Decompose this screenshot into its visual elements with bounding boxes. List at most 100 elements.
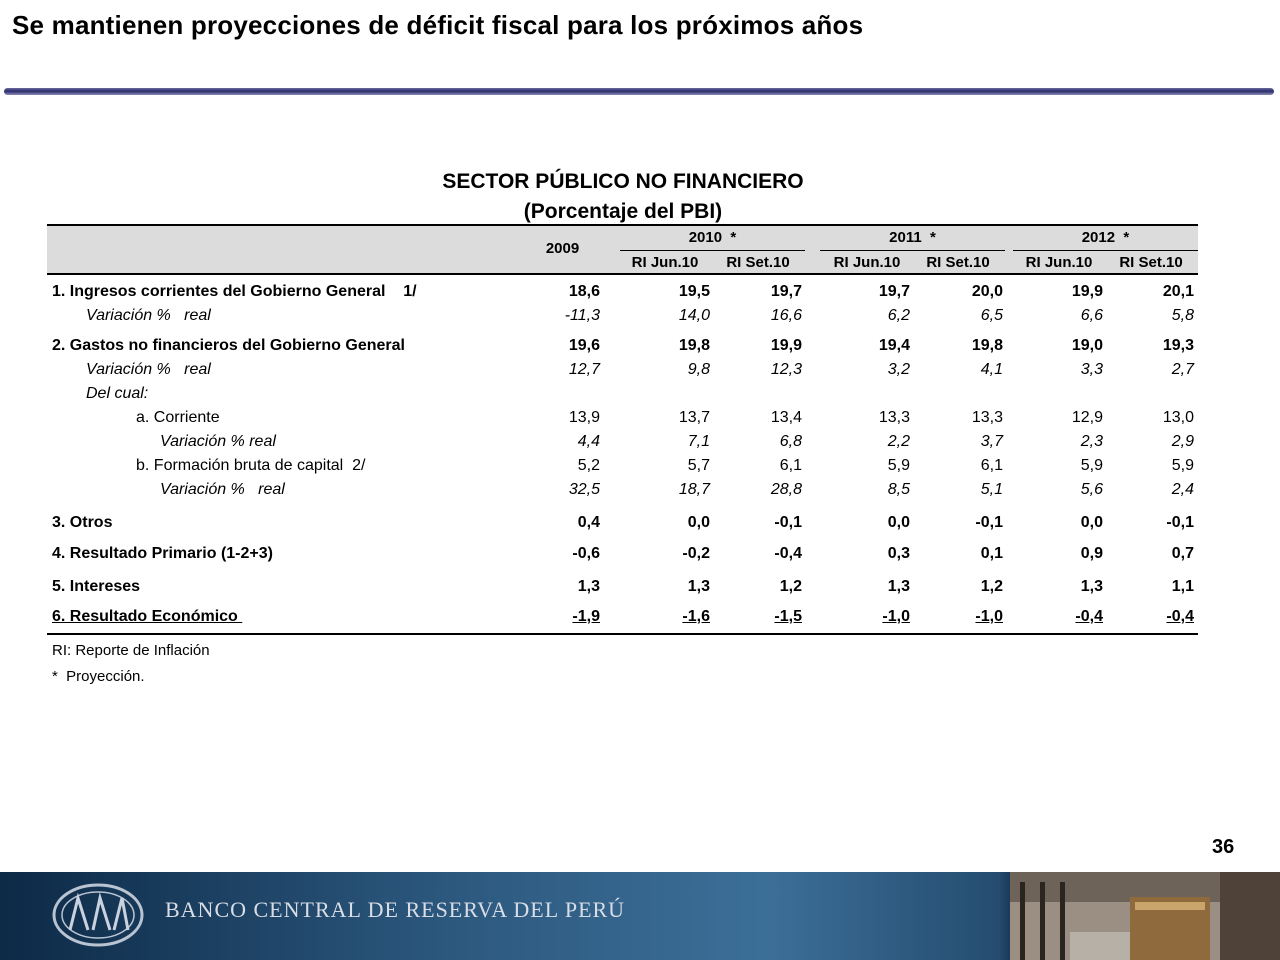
header-2012: 2012 * <box>1081 229 1130 246</box>
table-cell: 5,8 <box>1171 307 1194 324</box>
table-cell: 16,6 <box>770 307 802 324</box>
table-cell: 0,0 <box>887 514 910 531</box>
table-cell: 18,6 <box>568 283 600 300</box>
table-cell: -0,1 <box>774 514 802 531</box>
table-cell: -0,4 <box>774 545 802 562</box>
row-label: 2. Gastos no financieros del Gobierno Ge… <box>52 337 405 354</box>
note-ri: RI: Reporte de Inflación <box>52 642 210 659</box>
table-cell: 13,3 <box>971 409 1003 426</box>
table-cell: 5,2 <box>577 457 600 474</box>
table-cell: 3,3 <box>1080 361 1103 378</box>
table-cell: 6,8 <box>779 433 802 450</box>
table-cell: 6,5 <box>980 307 1003 324</box>
table-cell: 2,3 <box>1080 433 1103 450</box>
table-cell: 19,8 <box>678 337 710 354</box>
table-cell: 6,6 <box>1080 307 1103 324</box>
table-cell: -0,2 <box>682 545 710 562</box>
row-label: Variación % real <box>86 307 211 324</box>
table-cell: -0,4 <box>1075 608 1103 625</box>
table-cell: -0,4 <box>1166 608 1194 625</box>
table-cell: 1,2 <box>980 578 1003 595</box>
table-cell: 19,8 <box>971 337 1003 354</box>
table-cell: 5,1 <box>980 481 1003 498</box>
title-divider <box>4 88 1274 95</box>
header-2010: 2010 * <box>688 229 737 246</box>
table-cell: -0,6 <box>572 545 600 562</box>
header-2011: 2011 * <box>889 229 936 246</box>
table-cell: 1,2 <box>779 578 802 595</box>
subheader-2011-set: RI Set.10 <box>926 254 990 271</box>
table-cell: 2,7 <box>1171 361 1194 378</box>
table-cell: 0,0 <box>687 514 710 531</box>
table-header-band <box>47 224 1198 274</box>
table-cell: 0,1 <box>980 545 1003 562</box>
row-label: Variación % real <box>86 361 211 378</box>
table-cell: 0,7 <box>1171 545 1194 562</box>
table-cell: 5,7 <box>687 457 710 474</box>
table-cell: -1,9 <box>572 608 600 625</box>
row-label: Variación % real <box>160 481 285 498</box>
note-projection: * Proyección. <box>52 668 145 685</box>
table-bottom-rule <box>47 633 1198 635</box>
table-cell: 7,1 <box>687 433 710 450</box>
table-cell: 2,9 <box>1171 433 1194 450</box>
table-cell: -1,6 <box>682 608 710 625</box>
table-cell: 3,7 <box>980 433 1003 450</box>
table-cell: 1,3 <box>577 578 600 595</box>
table-cell: 19,3 <box>1162 337 1194 354</box>
row-label: b. Formación bruta de capital 2/ <box>136 457 366 474</box>
table-cell: 0,9 <box>1080 545 1103 562</box>
table-cell: 4,4 <box>577 433 600 450</box>
table-cell: 19,9 <box>770 337 802 354</box>
row-label: Variación % real <box>160 433 276 450</box>
subheader-2010-set: RI Set.10 <box>726 254 790 271</box>
table-cell: 13,7 <box>678 409 710 426</box>
header-2012-rule <box>1013 250 1198 251</box>
subheader-2010-jun: RI Jun.10 <box>631 254 699 271</box>
row-label: 4. Resultado Primario (1-2+3) <box>52 545 273 562</box>
table-cell: 14,0 <box>678 307 710 324</box>
bank-interior-photo <box>1010 872 1280 960</box>
subheader-2011-jun: RI Jun.10 <box>833 254 901 271</box>
table-cell: 32,5 <box>568 481 600 498</box>
table-cell: 2,4 <box>1171 481 1194 498</box>
table-cell: 12,9 <box>1071 409 1103 426</box>
table-title: SECTOR PÚBLICO NO FINANCIERO <box>442 170 804 193</box>
table-cell: 1,3 <box>687 578 710 595</box>
header-2009: 2009 <box>545 240 580 257</box>
table-cell: 12,3 <box>770 361 802 378</box>
table-cell: 5,9 <box>887 457 910 474</box>
table-cell: 20,0 <box>971 283 1003 300</box>
table-cell: -1,0 <box>975 608 1003 625</box>
table-cell: 4,1 <box>980 361 1003 378</box>
subheader-2012-jun: RI Jun.10 <box>1025 254 1093 271</box>
table-cell: -1,0 <box>882 608 910 625</box>
table-cell: 19,4 <box>878 337 910 354</box>
table-cell: -11,3 <box>564 307 600 324</box>
table-cell: 19,0 <box>1071 337 1103 354</box>
table-cell: 5,6 <box>1080 481 1103 498</box>
table-cell: 13,3 <box>878 409 910 426</box>
header-2010-rule <box>620 250 805 251</box>
table-cell: 19,5 <box>678 283 710 300</box>
table-cell: 0,3 <box>887 545 910 562</box>
row-label: 3. Otros <box>52 514 113 531</box>
table-cell: 19,7 <box>770 283 802 300</box>
row-label: 5. Intereses <box>52 578 141 595</box>
table-header-bottom-rule <box>47 273 1198 275</box>
table-cell: 19,7 <box>878 283 910 300</box>
table-cell: 9,8 <box>687 361 710 378</box>
table-cell: 5,9 <box>1080 457 1103 474</box>
table-cell: 5,9 <box>1171 457 1194 474</box>
table-cell: 0,4 <box>577 514 600 531</box>
table-cell: -1,5 <box>774 608 802 625</box>
row-label: 6. Resultado Económico <box>52 608 243 625</box>
table-cell: 13,9 <box>568 409 600 426</box>
row-label: Del cual: <box>86 385 149 402</box>
table-cell: -0,1 <box>975 514 1003 531</box>
header-2011-rule <box>820 250 1005 251</box>
bcrp-logo-icon <box>52 883 144 947</box>
table-cell: 6,2 <box>887 307 910 324</box>
page-number: 36 <box>1212 836 1235 858</box>
table-cell: 13,4 <box>770 409 802 426</box>
